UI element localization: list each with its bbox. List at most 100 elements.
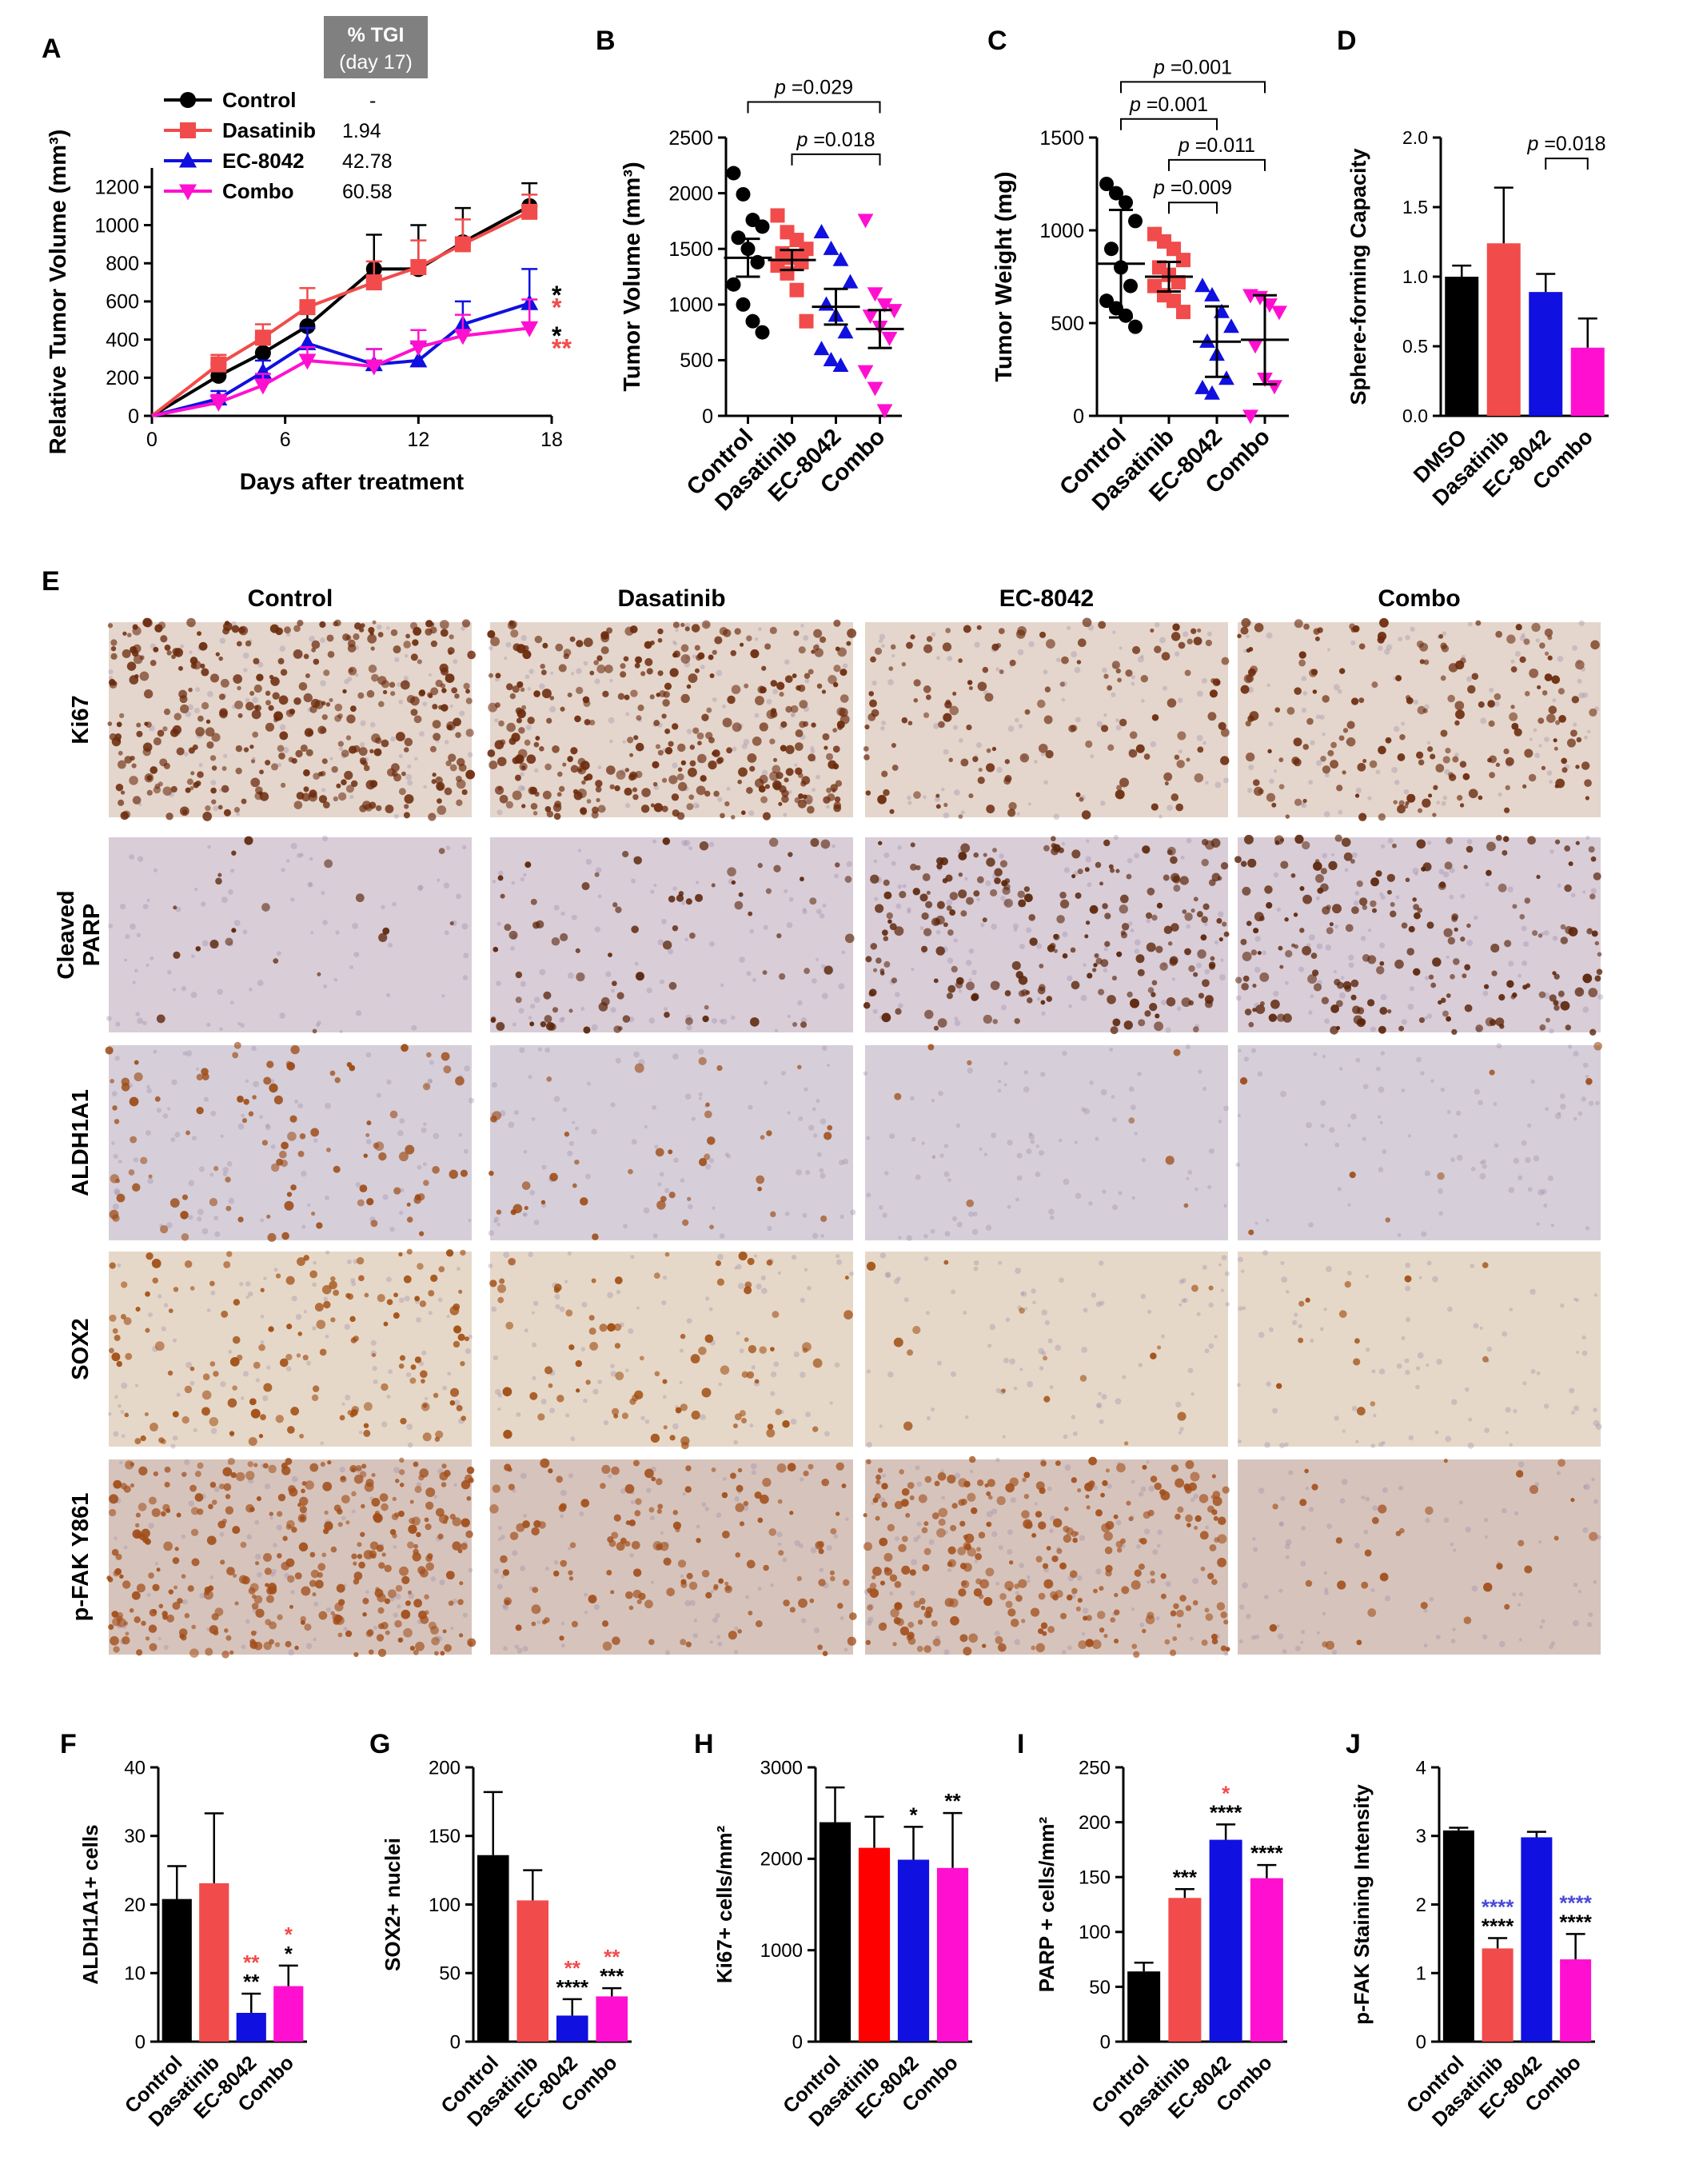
micrograph-stained-cell bbox=[132, 649, 139, 657]
micrograph-nucleus bbox=[219, 1027, 223, 1032]
micrograph-stained-cell bbox=[1335, 1000, 1343, 1008]
micrograph-stained-cell bbox=[371, 1498, 381, 1507]
micrograph-stained-cell bbox=[339, 1415, 345, 1421]
micrograph-stained-cell bbox=[1471, 673, 1479, 681]
micrograph-stained-cell bbox=[290, 1407, 300, 1415]
chart-c-point-ec-8042 bbox=[1223, 318, 1239, 333]
micrograph-stained-cell bbox=[978, 767, 983, 773]
micrograph-nucleus bbox=[883, 852, 890, 859]
micrograph-stained-cell bbox=[704, 1153, 711, 1160]
micrograph-stained-cell bbox=[916, 1645, 923, 1652]
micrograph-stained-cell bbox=[946, 905, 952, 911]
micrograph-nucleus bbox=[742, 1505, 749, 1511]
micrograph-stained-cell bbox=[770, 1211, 776, 1218]
micrograph-stained-cell bbox=[1564, 845, 1570, 852]
micrograph-stained-cell bbox=[944, 1598, 954, 1607]
micrograph-stained-cell bbox=[983, 1596, 993, 1607]
micrograph-nucleus bbox=[1115, 1519, 1122, 1526]
micrograph-stained-cell bbox=[345, 785, 355, 793]
micrograph-stained-cell bbox=[966, 1199, 975, 1208]
micrograph-p-fak-y861-ec-8042 bbox=[863, 1455, 1230, 1659]
micrograph-stained-cell bbox=[369, 780, 378, 788]
micrograph-stained-cell bbox=[635, 656, 643, 664]
micrograph-stained-cell bbox=[298, 1542, 309, 1552]
micrograph-nucleus bbox=[1013, 928, 1018, 932]
micrograph-stained-cell bbox=[669, 668, 679, 677]
micrograph-stained-cell bbox=[441, 704, 449, 712]
micrograph-nucleus bbox=[132, 980, 136, 984]
micrograph-nucleus bbox=[170, 1443, 176, 1449]
micrograph-stained-cell bbox=[889, 809, 895, 814]
micrograph-stained-cell bbox=[164, 1466, 171, 1473]
micrograph-stained-cell bbox=[313, 658, 320, 665]
micrograph-stained-cell bbox=[1043, 715, 1053, 725]
micrograph-stained-cell bbox=[288, 757, 294, 763]
micrograph-nucleus bbox=[522, 1646, 528, 1652]
micrograph-stained-cell bbox=[425, 1487, 436, 1497]
micrograph-stained-cell bbox=[1131, 645, 1141, 655]
micrograph-stained-cell bbox=[1237, 633, 1242, 639]
micrograph-nucleus bbox=[146, 898, 150, 902]
micrograph-stained-cell bbox=[449, 1399, 456, 1406]
micrograph-stained-cell bbox=[1039, 1487, 1046, 1495]
micrograph-stained-cell bbox=[1220, 862, 1229, 870]
micrograph-stained-cell bbox=[241, 798, 247, 805]
micrograph-stained-cell bbox=[925, 900, 933, 908]
micrograph-stained-cell bbox=[1071, 849, 1081, 859]
micrograph-stained-cell bbox=[178, 689, 187, 699]
micrograph-stained-cell bbox=[1031, 1532, 1037, 1538]
micrograph-stained-cell bbox=[116, 1360, 122, 1367]
micrograph-stained-cell bbox=[144, 1411, 149, 1417]
micrograph-nucleus bbox=[245, 697, 250, 703]
micrograph-nucleus bbox=[998, 1260, 1003, 1265]
micrograph-nucleus bbox=[1155, 622, 1160, 628]
micrograph-nucleus bbox=[504, 656, 508, 661]
micrograph-nucleus bbox=[1201, 677, 1207, 684]
micrograph-stained-cell bbox=[268, 705, 274, 711]
micrograph-nucleus bbox=[1272, 1407, 1278, 1414]
micrograph-stained-cell bbox=[1342, 728, 1349, 733]
chart-a-point-combo bbox=[298, 353, 317, 370]
micrograph-stained-cell bbox=[696, 785, 706, 796]
micrograph-nucleus bbox=[488, 645, 493, 651]
micrograph-nucleus bbox=[210, 1290, 216, 1296]
micrograph-stained-cell bbox=[1451, 913, 1458, 920]
micrograph-nucleus bbox=[1434, 1430, 1439, 1435]
micrograph-stained-cell bbox=[1218, 937, 1223, 942]
micrograph-nucleus bbox=[163, 1644, 169, 1651]
micrograph-stained-cell bbox=[266, 1214, 271, 1219]
micrograph-stained-cell bbox=[1268, 1013, 1278, 1022]
micrograph-nucleus bbox=[1007, 1529, 1013, 1535]
micrograph-nucleus bbox=[1355, 787, 1362, 794]
micrograph-stained-cell bbox=[153, 785, 162, 794]
micrograph-nucleus bbox=[1322, 1054, 1326, 1059]
micrograph-nucleus bbox=[158, 1636, 162, 1641]
micrograph-stained-cell bbox=[413, 1599, 423, 1608]
chart-c-point-combo bbox=[1266, 380, 1282, 395]
micrograph-stained-cell bbox=[349, 705, 357, 713]
micrograph-nucleus bbox=[1509, 1308, 1514, 1312]
micrograph-stained-cell bbox=[937, 1471, 947, 1481]
micrograph-nucleus bbox=[349, 964, 354, 970]
micrograph-stained-cell bbox=[1370, 877, 1379, 887]
micrograph-nucleus bbox=[307, 881, 313, 888]
micrograph-stained-cell bbox=[115, 1553, 122, 1560]
micrograph-stained-cell bbox=[787, 1463, 796, 1471]
micrograph-stained-cell bbox=[363, 765, 370, 772]
micrograph-nucleus bbox=[939, 1153, 944, 1158]
micrograph-stained-cell bbox=[727, 867, 736, 876]
micrograph-nucleus bbox=[1569, 1387, 1575, 1394]
micrograph-stained-cell bbox=[611, 980, 617, 987]
micrograph-stained-cell bbox=[120, 790, 126, 795]
micrograph-stained-cell bbox=[559, 1635, 564, 1641]
micrograph-nucleus bbox=[428, 1311, 433, 1316]
micrograph-nucleus bbox=[991, 923, 997, 930]
micrograph-stained-cell bbox=[245, 640, 252, 647]
micrograph-stained-cell bbox=[1353, 1358, 1361, 1366]
micrograph-nucleus bbox=[840, 1214, 844, 1220]
micrograph-p-fak-y861-dasatinib bbox=[489, 1458, 857, 1656]
micrograph-stained-cell bbox=[1111, 976, 1117, 981]
micrograph-stained-cell bbox=[1126, 1500, 1131, 1506]
micrograph-nucleus bbox=[1597, 994, 1604, 1000]
micrograph-stained-cell bbox=[760, 1135, 765, 1140]
